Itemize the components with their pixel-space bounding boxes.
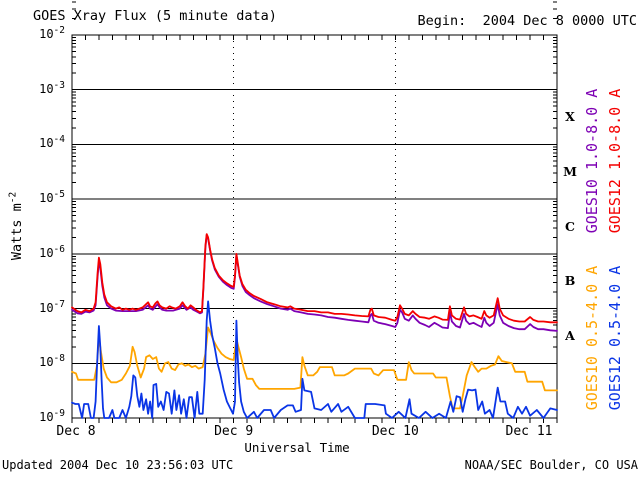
x-tick-label: Dec 9 [214, 424, 254, 439]
updated-timestamp: Updated 2004 Dec 10 23:56:03 UTC [2, 458, 234, 472]
x-tick-label: Dec 10 [371, 424, 419, 439]
flux-class-b: B [564, 273, 576, 289]
x-tick-label: Dec 8 [56, 424, 96, 439]
y-tick-label: 10-6 [39, 243, 65, 260]
legend-goes12-short: GOES12 0.5-4.0 A [606, 265, 624, 411]
y-tick-label: 10-4 [39, 134, 65, 151]
y-tick-label: 10-5 [39, 189, 65, 206]
series-goes12-1-0-8-0-a [71, 233, 558, 324]
plot-frame [71, 34, 558, 419]
flux-class-c: C [565, 218, 575, 234]
series-goes12-0-5-4-0-a [71, 300, 558, 419]
legend-goes10-long: GOES10 1.0-8.0 A [583, 88, 601, 234]
flux-class-m: M [563, 163, 577, 179]
y-axis-label-exponent: -2 [7, 191, 19, 204]
page-title: GOES Xray Flux (5 minute data) [33, 8, 277, 24]
y-tick-label: 10-2 [39, 25, 65, 41]
begin-timestamp-label: Begin: 2004 Dec 8 0000 UTC [417, 13, 637, 29]
series-goes10-1-0-8-0-a [71, 234, 558, 332]
legend-goes12-long: GOES12 1.0-8.0 A [606, 88, 624, 234]
y-tick-label: 10-7 [39, 298, 65, 315]
y-tick-label: 10-8 [39, 353, 65, 370]
flux-class-a: A [565, 327, 575, 343]
series-goes10-0-5-4-0-a [71, 326, 558, 410]
y-tick-label: 10-3 [39, 79, 65, 96]
y-axis-label: Watts m-2 [7, 191, 25, 261]
legend-goes10-short: GOES10 0.5-4.0 A [583, 265, 601, 411]
flux-class-x: X [565, 109, 575, 125]
y-tick-label: 10-9 [39, 408, 65, 424]
source-attribution: NOAA/SEC Boulder, CO USA [464, 458, 638, 472]
x-axis-label: Universal Time [244, 440, 350, 455]
x-tick-label: Dec 11 [505, 424, 553, 439]
